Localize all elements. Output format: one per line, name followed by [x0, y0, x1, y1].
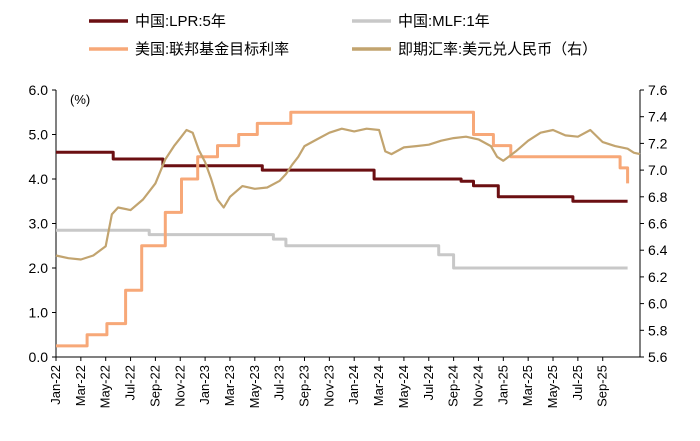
y-left-tick-label: 0.0: [29, 349, 49, 365]
series-line-0: [56, 150, 628, 203]
x-tick-label: Mar-25: [520, 365, 535, 406]
tick-layer: 0.0 1.0 2.0 3.0 4.0 5.0 6.0 (%) 5.6 5.8 6.0 6.2 6.4 6…: [29, 82, 668, 408]
x-tick-label: Sep-25: [595, 365, 610, 407]
x-tick-label: Mar-23: [222, 365, 237, 406]
legend-label-1: 中国:MLF:1年: [398, 13, 490, 30]
y-right-tick-label: 7.6: [648, 82, 668, 98]
x-tick-label: Jan-25: [495, 365, 510, 405]
x-tick-label: May-22: [98, 365, 113, 408]
y-right-tick-label: 6.4: [648, 242, 668, 258]
y-right-tick-label: 7.0: [648, 162, 668, 178]
y-left-tick-label: 2.0: [29, 260, 49, 276]
x-tick-label: Jan-22: [48, 365, 63, 405]
y-right-tick-label: 6.2: [648, 269, 668, 285]
y-left-unit-label: (%): [70, 92, 90, 107]
x-tick-label: Sep-24: [446, 365, 461, 407]
series-line-1: [56, 228, 628, 270]
x-tick-label: Nov-22: [172, 365, 187, 407]
x-tick-label: Mar-22: [73, 365, 88, 406]
x-tick-label: Jul-22: [123, 365, 138, 400]
y-left-tick-label: 1.0: [29, 305, 49, 321]
x-tick-label: May-25: [545, 365, 560, 408]
x-tick-label: Jul-25: [570, 365, 585, 400]
y-right-tick-label: 6.0: [648, 296, 668, 312]
x-tick-label: Jan-24: [346, 365, 361, 405]
legend-label-0: 中国:LPR:5年: [135, 13, 226, 30]
x-tick-label: May-23: [247, 365, 262, 408]
y-right-tick-label: 7.2: [648, 135, 668, 151]
y-left-tick-label: 6.0: [29, 82, 49, 98]
legend-label-2: 美国:联邦基金目标利率: [135, 41, 289, 58]
y-right-tick-label: 5.8: [648, 322, 668, 338]
series-line-2: [56, 110, 630, 348]
x-tick-label: Sep-22: [147, 365, 162, 407]
y-right-tick-label: 6.8: [648, 189, 668, 205]
x-tick-label: Nov-24: [470, 365, 485, 407]
y-right-tick-label: 7.4: [648, 109, 668, 125]
y-right-tick-label: 6.6: [648, 216, 668, 232]
x-tick-label: Mar-24: [371, 365, 386, 406]
x-tick-label: Jan-23: [197, 365, 212, 405]
x-tick-label: Nov-23: [321, 365, 336, 407]
series-layer: [55, 110, 641, 348]
x-tick-label: Jul-24: [421, 365, 436, 400]
x-tick-label: Jul-23: [272, 365, 287, 400]
x-tick-label: Sep-23: [297, 365, 312, 407]
y-left-tick-label: 3.0: [29, 216, 49, 232]
y-left-tick-label: 5.0: [29, 127, 49, 143]
y-right-tick-label: 5.6: [648, 349, 668, 365]
x-tick-label: May-24: [396, 365, 411, 408]
y-left-tick-label: 4.0: [29, 171, 49, 187]
series-line-3: [55, 127, 641, 261]
legend-label-3: 即期汇率:美元兑人民币（右）: [398, 41, 597, 58]
